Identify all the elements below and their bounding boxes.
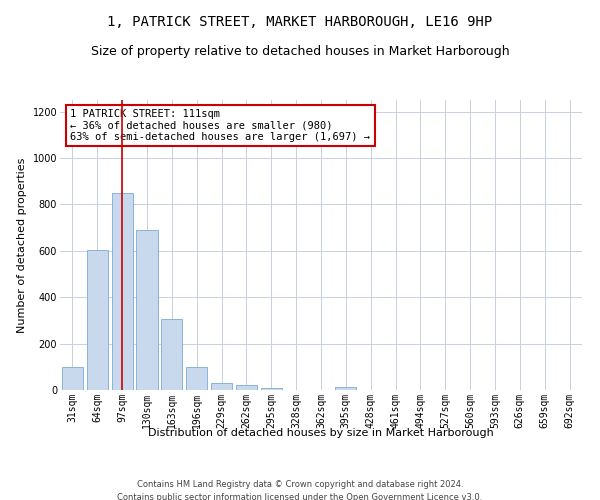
Text: Contains HM Land Registry data © Crown copyright and database right 2024.: Contains HM Land Registry data © Crown c… xyxy=(137,480,463,489)
Text: 1, PATRICK STREET, MARKET HARBOROUGH, LE16 9HP: 1, PATRICK STREET, MARKET HARBOROUGH, LE… xyxy=(107,15,493,29)
Bar xyxy=(261,388,282,390)
Bar xyxy=(211,383,232,390)
Bar xyxy=(112,193,133,390)
Bar xyxy=(62,367,83,390)
Bar xyxy=(335,387,356,390)
Bar xyxy=(236,385,257,390)
Bar xyxy=(136,230,158,390)
Text: Distribution of detached houses by size in Market Harborough: Distribution of detached houses by size … xyxy=(148,428,494,438)
Text: Contains public sector information licensed under the Open Government Licence v3: Contains public sector information licen… xyxy=(118,492,482,500)
Bar xyxy=(186,367,207,390)
Y-axis label: Number of detached properties: Number of detached properties xyxy=(17,158,27,332)
Text: 1 PATRICK STREET: 111sqm
← 36% of detached houses are smaller (980)
63% of semi-: 1 PATRICK STREET: 111sqm ← 36% of detach… xyxy=(70,108,370,142)
Bar xyxy=(87,250,108,390)
Bar xyxy=(161,319,182,390)
Text: Size of property relative to detached houses in Market Harborough: Size of property relative to detached ho… xyxy=(91,45,509,58)
